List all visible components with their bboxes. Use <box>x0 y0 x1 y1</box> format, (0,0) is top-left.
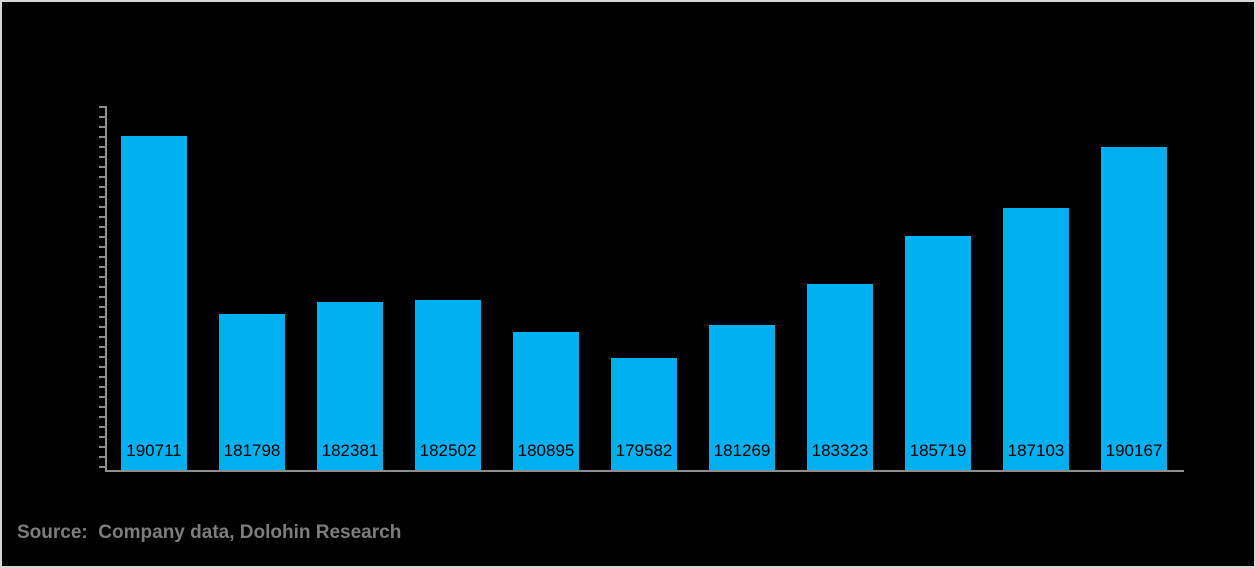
y-axis-tick <box>99 446 105 448</box>
y-axis-tick <box>99 316 105 318</box>
y-axis-tick <box>99 296 105 298</box>
bar: 190167 <box>1101 147 1167 470</box>
y-axis-tick <box>99 256 105 258</box>
bar-value-label: 187103 <box>1007 441 1065 460</box>
bar: 181269 <box>709 325 775 470</box>
bar: 182502 <box>415 300 481 470</box>
y-axis-tick <box>99 416 105 418</box>
y-axis-tick <box>99 196 105 198</box>
y-axis-tick <box>99 396 105 398</box>
y-axis-tick <box>99 226 105 228</box>
y-axis-ticks <box>99 106 105 472</box>
y-axis-tick <box>99 126 105 128</box>
source-note: Source: Company data, Dolohin Research <box>17 522 402 543</box>
y-axis-line <box>105 106 107 472</box>
bar-value-label: 181798 <box>223 441 281 460</box>
y-axis-tick <box>99 186 105 188</box>
y-axis-tick <box>99 166 105 168</box>
bar-value-label: 190711 <box>126 441 182 460</box>
y-axis-tick <box>99 146 105 148</box>
y-axis-tick <box>99 466 105 468</box>
bar-value-label: 183323 <box>811 441 869 460</box>
bar-value-label: 185719 <box>909 441 967 460</box>
bar: 182381 <box>317 302 383 470</box>
y-axis-tick <box>99 406 105 408</box>
y-axis-tick <box>99 356 105 358</box>
y-axis-tick <box>99 206 105 208</box>
y-axis-tick <box>99 106 105 108</box>
y-axis-tick <box>99 216 105 218</box>
bar-value-label: 182381 <box>321 441 379 460</box>
y-axis-tick <box>99 116 105 118</box>
bar: 179582 <box>611 358 677 470</box>
y-axis-tick <box>99 246 105 248</box>
y-axis-tick <box>99 436 105 438</box>
bar-value-label: 179582 <box>615 441 673 460</box>
bar-value-label: 180895 <box>517 441 575 460</box>
y-axis-tick <box>99 366 105 368</box>
y-axis-tick <box>99 346 105 348</box>
y-axis-tick <box>99 376 105 378</box>
y-axis-tick <box>99 326 105 328</box>
y-axis-tick <box>99 426 105 428</box>
bar: 180895 <box>513 332 579 470</box>
bar: 183323 <box>807 284 873 470</box>
y-axis-tick <box>99 306 105 308</box>
bar-value-label: 190167 <box>1105 441 1163 460</box>
bar: 187103 <box>1003 208 1069 470</box>
bar-value-label: 181269 <box>713 441 771 460</box>
y-axis-tick <box>99 336 105 338</box>
y-axis-tick <box>99 176 105 178</box>
y-axis-tick <box>99 276 105 278</box>
plot-area: 190711 181798 182381 182502 180895 179582 1812… <box>105 106 1183 470</box>
y-axis-tick <box>99 156 105 158</box>
x-axis-line <box>105 470 1184 472</box>
bar: 185719 <box>905 236 971 470</box>
y-axis-tick <box>99 266 105 268</box>
y-axis-tick <box>99 286 105 288</box>
bar: 181798 <box>219 314 285 470</box>
bar-value-label: 182502 <box>419 441 477 460</box>
y-axis-tick <box>99 236 105 238</box>
y-axis-tick <box>99 136 105 138</box>
bar: 190711 <box>121 136 187 470</box>
y-axis-tick <box>99 386 105 388</box>
y-axis-tick <box>99 456 105 458</box>
